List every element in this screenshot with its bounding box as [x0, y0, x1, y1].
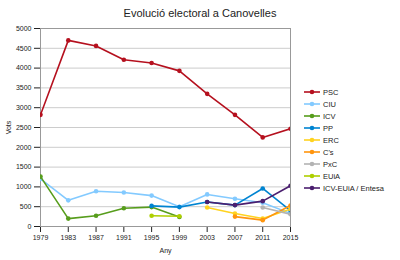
html-text:Evolució electoral a Canovelle: Evolució electoral a Canovelles: [123, 7, 277, 19]
svg-text:1979: 1979: [33, 234, 49, 241]
svg-text:1500: 1500: [16, 163, 32, 170]
html-text:C's: C's: [323, 147, 334, 157]
svg-text:2011: 2011: [255, 234, 270, 241]
svg-text:1995: 1995: [144, 234, 160, 241]
svg-text:0: 0: [28, 223, 32, 230]
svg-text:1987: 1987: [88, 234, 104, 241]
svg-text:2007: 2007: [227, 234, 243, 241]
svg-text:500: 500: [20, 203, 32, 210]
svg-text:3000: 3000: [16, 104, 32, 111]
html-text:CIU: CIU: [323, 99, 336, 109]
svg-text:3500: 3500: [16, 84, 32, 91]
html-text:PxC: PxC: [323, 159, 338, 169]
svg-text:1999: 1999: [172, 234, 188, 241]
html-text:EUiA: EUiA: [323, 171, 341, 181]
svg-text:1991: 1991: [116, 234, 132, 241]
svg-text:2003: 2003: [199, 234, 215, 241]
svg-text:4500: 4500: [16, 45, 32, 52]
svg-text:Vots: Vots: [5, 120, 12, 134]
html-text:PSC: PSC: [323, 87, 339, 97]
svg-text:Any: Any: [159, 247, 172, 255]
html-text:ERC: ERC: [323, 135, 339, 145]
html-text:PP: PP: [323, 123, 333, 133]
svg-text:2015: 2015: [283, 234, 299, 241]
svg-text:5000: 5000: [16, 25, 32, 32]
svg-text:1983: 1983: [60, 234, 76, 241]
svg-text:2500: 2500: [16, 124, 32, 131]
html-text:ICV: ICV: [323, 111, 336, 121]
html-text:ICV-EUiA / Entesa: ICV-EUiA / Entesa: [323, 183, 384, 193]
svg-text:4000: 4000: [16, 64, 32, 71]
svg-text:2000: 2000: [16, 144, 32, 151]
svg-text:1000: 1000: [16, 183, 32, 190]
